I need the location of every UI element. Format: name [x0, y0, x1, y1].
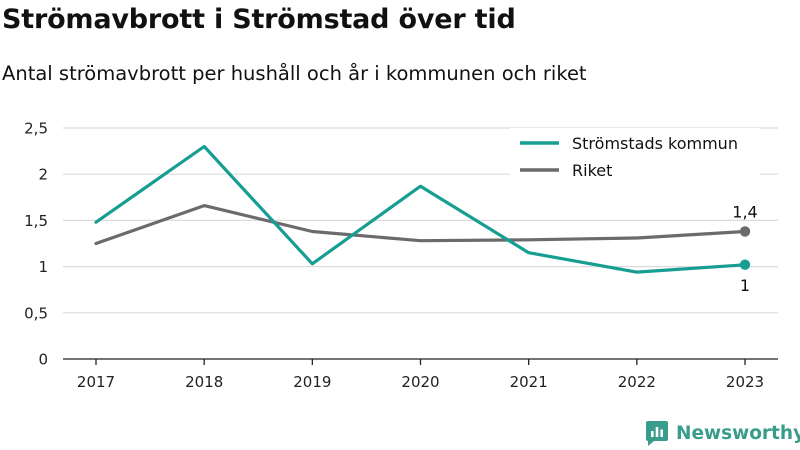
x-tick-label: 2020: [401, 373, 439, 391]
x-tick-label: 2019: [293, 373, 331, 391]
legend-background: [510, 128, 760, 188]
legend-label: Strömstads kommun: [572, 134, 738, 153]
brand-name: Newsworthy: [676, 422, 800, 444]
series-lines: [94, 144, 747, 274]
legend: Strömstads kommun Riket: [510, 128, 760, 188]
y-tick-label: 2: [38, 166, 48, 184]
series-line-0: [94, 144, 747, 274]
y-axis-ticks: 0 0,5 1 1,5 2 2,5: [24, 120, 48, 369]
end-value-label: 1: [740, 276, 750, 295]
chart-subtitle: Antal strömavbrott per hushåll och år i …: [2, 62, 587, 85]
end-points: 1,41: [732, 202, 757, 294]
y-tick-label: 1,5: [24, 212, 48, 230]
x-tick-label: 2023: [726, 373, 764, 391]
legend-label: Riket: [572, 161, 612, 180]
y-tick-label: 0,5: [24, 304, 48, 322]
end-point-marker: [739, 259, 751, 270]
end-point-marker: [739, 226, 751, 237]
chart-title: Strömavbrott i Strömstad över tid: [2, 4, 516, 35]
x-axis: 2017 2018 2019 2020 2021 2022 2023: [63, 358, 778, 391]
y-tick-label: 0: [38, 351, 48, 369]
y-tick-label: 2,5: [24, 120, 48, 138]
x-tick-label: 2022: [618, 373, 656, 391]
series-line-1: [94, 204, 747, 246]
x-tick-label: 2021: [510, 373, 548, 391]
x-tick-label: 2017: [77, 373, 115, 391]
end-value-label: 1,4: [732, 202, 757, 221]
x-tick-label: 2018: [185, 373, 223, 391]
brand-logo: Newsworthy: [645, 420, 800, 446]
newsworthy-logo-icon: [646, 421, 668, 446]
y-tick-label: 1: [38, 258, 48, 276]
